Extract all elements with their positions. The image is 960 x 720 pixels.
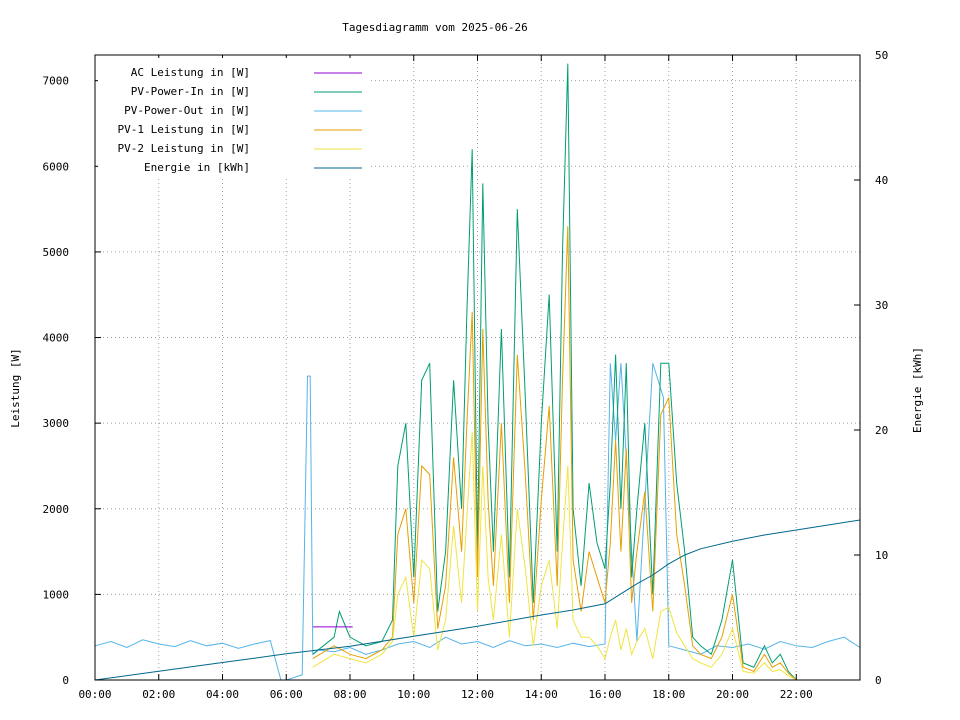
legend-box (98, 58, 368, 178)
series-line-4 (312, 226, 797, 681)
y2-tick-label: 40 (875, 174, 888, 187)
x-tick-label: 06:00 (270, 688, 303, 701)
series-line-2 (312, 63, 797, 681)
y-tick-label: 1000 (43, 588, 70, 601)
x-tick-label: 10:00 (397, 688, 430, 701)
y-tick-label: 4000 (43, 332, 70, 345)
series-line-6 (94, 519, 861, 681)
y2-tick-label: 10 (875, 549, 888, 562)
y2-axis-label: Energie [kWh] (911, 347, 924, 433)
x-tick-label: 08:00 (333, 688, 366, 701)
x-tick-label: 00:00 (78, 688, 111, 701)
y2-axis: 0 10 20 30 40 50 (854, 49, 888, 687)
y-tick-label: 6000 (43, 160, 70, 173)
y-tick-label: 0 (62, 674, 69, 687)
legend-label: PV-2 Leistung in [W] (118, 142, 250, 155)
y-axis: 0 1000 2000 3000 4000 5000 6000 7000 (43, 75, 101, 687)
y2-tick-label: 0 (875, 674, 882, 687)
series-layer (94, 63, 861, 681)
legend: AC Leistung in [W] PV-Power-In in [W] PV-P… (118, 66, 362, 174)
x-tick-label: 20:00 (716, 688, 749, 701)
y-tick-label: 3000 (43, 417, 70, 430)
y2-tick-label: 50 (875, 49, 888, 62)
x-tick-label: 18:00 (652, 688, 685, 701)
y-tick-label: 2000 (43, 503, 70, 516)
series-line-5 (312, 431, 797, 681)
legend-label: PV-Power-In in [W] (131, 85, 250, 98)
x-tick-label: 12:00 (461, 688, 494, 701)
legend-label: PV-1 Leistung in [W] (118, 123, 250, 136)
legend-label: Energie in [kWh] (144, 161, 250, 174)
y-tick-label: 7000 (43, 75, 70, 88)
y2-tick-label: 20 (875, 424, 888, 437)
x-tick-label: 22:00 (780, 688, 813, 701)
x-tick-label: 14:00 (525, 688, 558, 701)
legend-label: PV-Power-Out in [W] (124, 104, 250, 117)
y-tick-label: 5000 (43, 246, 70, 259)
x-tick-label: 16:00 (588, 688, 621, 701)
legend-label: AC Leistung in [W] (131, 66, 250, 79)
y2-tick-label: 30 (875, 299, 888, 312)
x-axis: 00:00 02:00 04:00 06:00 08:00 10:00 12:00 14:00… (78, 55, 813, 701)
x-tick-label: 04:00 (206, 688, 239, 701)
y-axis-label: Leistung [W] (9, 348, 22, 427)
chart-title: Tagesdiagramm vom 2025-06-26 (342, 21, 527, 34)
series-line-3 (94, 363, 861, 681)
x-tick-label: 02:00 (142, 688, 175, 701)
